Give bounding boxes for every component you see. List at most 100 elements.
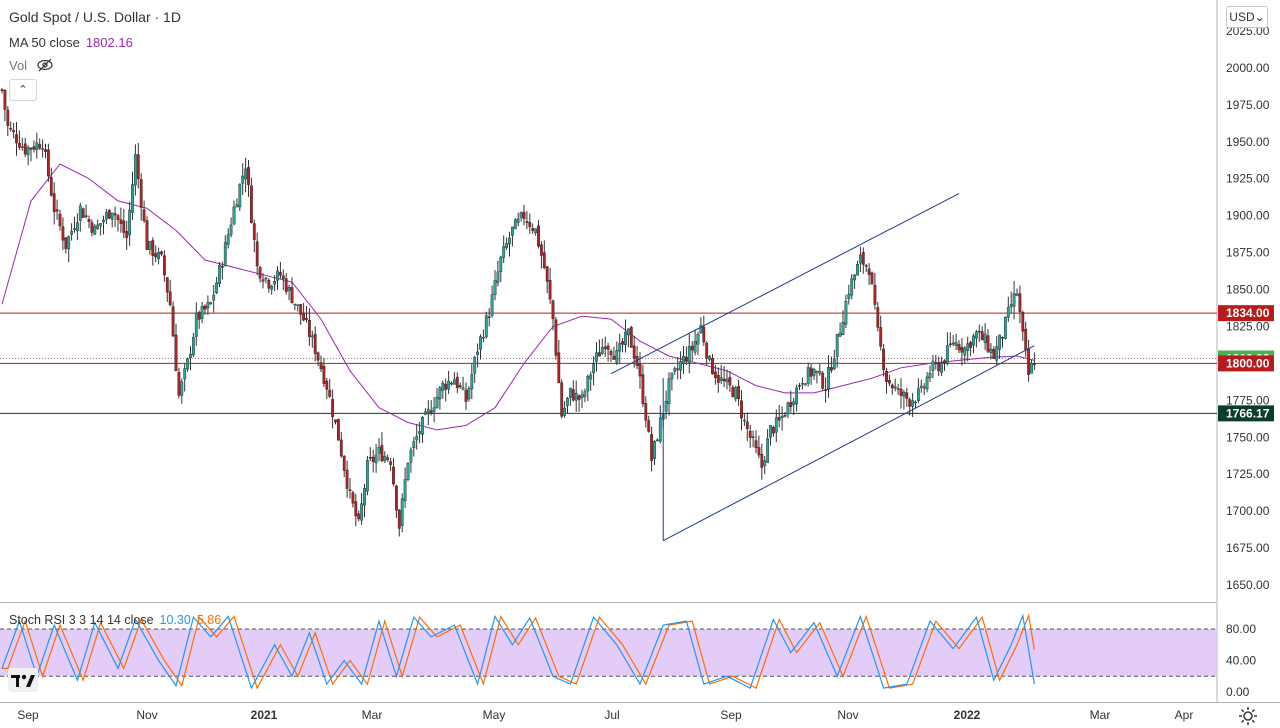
candle[interactable]: [334, 419, 337, 425]
candle[interactable]: [792, 397, 796, 415]
candle[interactable]: [1012, 281, 1016, 320]
candle[interactable]: [93, 223, 97, 235]
candle[interactable]: [319, 355, 323, 373]
candle[interactable]: [78, 202, 82, 232]
candle[interactable]: [635, 346, 639, 370]
candle[interactable]: [171, 301, 175, 337]
candle[interactable]: [830, 356, 833, 373]
candle[interactable]: [513, 218, 517, 230]
candle[interactable]: [508, 231, 511, 257]
candle[interactable]: [699, 317, 703, 334]
candle[interactable]: [70, 223, 74, 241]
candle[interactable]: [464, 382, 468, 411]
candle[interactable]: [893, 378, 897, 392]
candle[interactable]: [876, 301, 880, 332]
candle[interactable]: [55, 199, 59, 220]
candle[interactable]: [992, 346, 996, 360]
candle[interactable]: [6, 106, 10, 137]
candle[interactable]: [1030, 359, 1033, 374]
candle[interactable]: [777, 405, 781, 428]
candle[interactable]: [557, 339, 561, 384]
candle[interactable]: [487, 308, 491, 327]
candle[interactable]: [270, 284, 274, 295]
candle[interactable]: [690, 341, 694, 362]
candle[interactable]: [757, 435, 761, 459]
candle[interactable]: [3, 89, 7, 122]
candle[interactable]: [264, 276, 268, 284]
candle[interactable]: [52, 182, 56, 225]
candle[interactable]: [774, 409, 778, 443]
candle[interactable]: [482, 329, 485, 343]
candle[interactable]: [316, 351, 320, 367]
candle[interactable]: [47, 143, 50, 182]
candle[interactable]: [44, 143, 47, 159]
candle[interactable]: [9, 121, 13, 132]
candle[interactable]: [847, 284, 851, 305]
candle[interactable]: [972, 333, 975, 354]
candle[interactable]: [41, 139, 45, 158]
candle[interactable]: [191, 332, 195, 358]
candle[interactable]: [29, 147, 33, 162]
candle[interactable]: [763, 455, 767, 475]
candle[interactable]: [258, 265, 262, 283]
candle[interactable]: [180, 378, 184, 404]
candle[interactable]: [148, 240, 152, 255]
candle[interactable]: [870, 271, 874, 285]
candle[interactable]: [189, 346, 192, 371]
candle[interactable]: [490, 285, 494, 318]
candle[interactable]: [493, 269, 497, 301]
candle[interactable]: [656, 438, 659, 442]
candle[interactable]: [986, 329, 990, 354]
candle[interactable]: [902, 389, 906, 410]
candle[interactable]: [38, 138, 42, 150]
candle[interactable]: [725, 369, 729, 390]
candle[interactable]: [664, 390, 668, 419]
candle[interactable]: [194, 302, 198, 346]
candle[interactable]: [896, 383, 900, 395]
candle[interactable]: [186, 357, 189, 372]
candle[interactable]: [890, 383, 894, 395]
candle[interactable]: [905, 387, 909, 407]
candle[interactable]: [1032, 352, 1036, 370]
candle[interactable]: [209, 301, 213, 306]
candle[interactable]: [386, 454, 390, 462]
candle[interactable]: [589, 371, 593, 391]
candle[interactable]: [104, 208, 108, 225]
candle[interactable]: [966, 336, 970, 362]
candle[interactable]: [212, 285, 216, 313]
candle[interactable]: [424, 408, 427, 416]
candle[interactable]: [183, 363, 187, 392]
candle[interactable]: [946, 332, 949, 366]
candle[interactable]: [1009, 291, 1013, 314]
candle[interactable]: [302, 303, 305, 322]
candle[interactable]: [943, 359, 946, 371]
candle[interactable]: [368, 447, 372, 462]
candle[interactable]: [560, 379, 564, 419]
candle[interactable]: [586, 374, 590, 402]
candle[interactable]: [740, 390, 743, 431]
candle[interactable]: [1018, 285, 1022, 324]
candle[interactable]: [571, 380, 575, 402]
candle[interactable]: [516, 212, 520, 227]
candle[interactable]: [528, 213, 532, 235]
candle[interactable]: [824, 377, 828, 403]
candle[interactable]: [84, 204, 88, 219]
candle[interactable]: [844, 294, 848, 328]
candle[interactable]: [861, 247, 865, 274]
candle[interactable]: [995, 336, 999, 366]
candle[interactable]: [531, 223, 535, 235]
candle[interactable]: [377, 437, 381, 462]
candle[interactable]: [371, 449, 375, 473]
candle[interactable]: [215, 277, 218, 295]
candle[interactable]: [998, 334, 1002, 359]
candle[interactable]: [937, 356, 941, 376]
candle[interactable]: [235, 198, 239, 208]
candle[interactable]: [685, 346, 688, 366]
candle[interactable]: [551, 299, 555, 331]
candle[interactable]: [444, 378, 448, 402]
candle[interactable]: [238, 183, 242, 212]
candle[interactable]: [438, 385, 442, 410]
candle[interactable]: [102, 215, 105, 235]
candle[interactable]: [99, 223, 103, 236]
candle[interactable]: [702, 315, 706, 346]
